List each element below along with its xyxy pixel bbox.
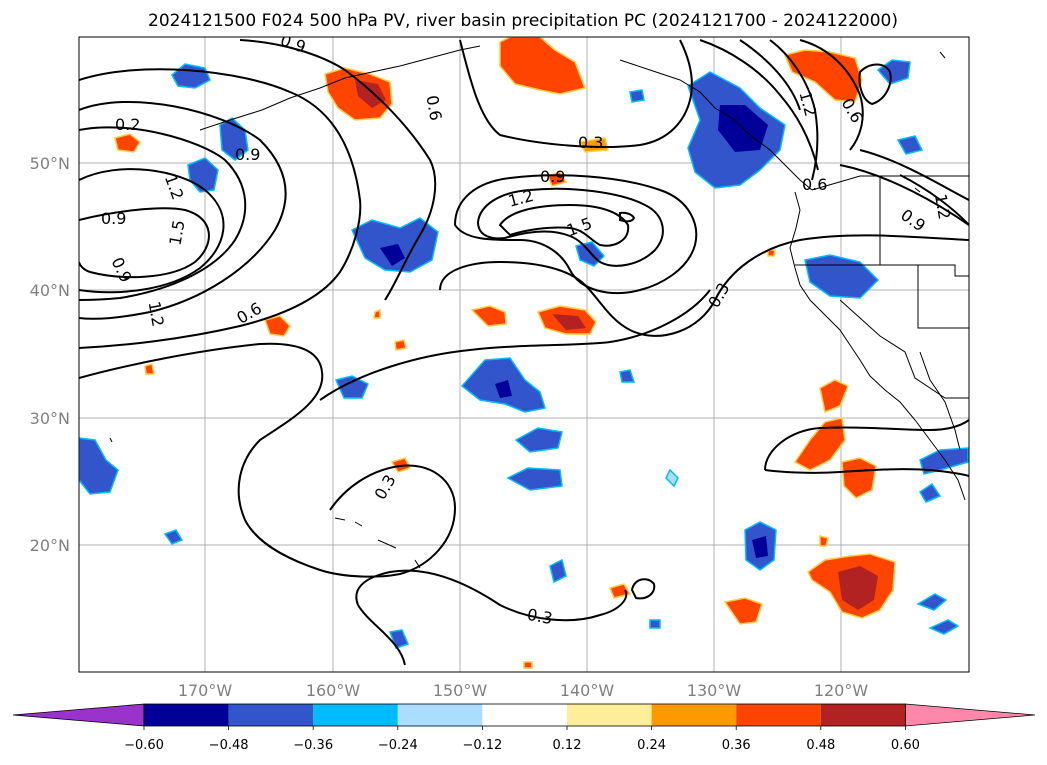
colorbar-extend-low xyxy=(12,703,145,727)
positive-pc-areas xyxy=(114,37,896,669)
colorbar-segment xyxy=(736,704,821,726)
colorbar-segment xyxy=(397,704,483,726)
colorbar-tick-label: −0.12 xyxy=(462,738,502,753)
colorbar-tick-label: 0.24 xyxy=(637,738,666,753)
lon-label: 130°W xyxy=(687,681,742,700)
contour-label: 0.9 xyxy=(235,145,260,164)
colorbar: −0.60 −0.48 −0.36 −0.24 −0.12 0.12 0.24 … xyxy=(12,703,1036,753)
contour-label: 1.2 xyxy=(931,192,954,220)
lat-label: 40°N xyxy=(30,281,70,300)
contour-label: 0.3 xyxy=(578,133,603,152)
lon-label: 120°W xyxy=(814,681,869,700)
lat-label: 30°N xyxy=(30,409,70,428)
colorbar-tick-label: −0.24 xyxy=(378,738,418,753)
colorbar-segment xyxy=(313,704,398,726)
latitude-labels: 50°N 40°N 30°N 20°N xyxy=(30,154,70,555)
contour-label: 0.3 xyxy=(526,605,554,628)
contour-label: 0.6 xyxy=(422,94,445,122)
colorbar-tick-label: −0.36 xyxy=(293,738,333,753)
colorbar-tick-label: −0.60 xyxy=(124,738,164,753)
negative-pc-areas xyxy=(79,59,969,649)
colorbar-tick-label: 0.12 xyxy=(553,738,582,753)
map-area: 0.9 1.2 0.6 0.9 1.2 1.5 0.9 0.9 1.2 0.6 … xyxy=(79,37,969,672)
contour-label: 0.2 xyxy=(115,115,140,134)
colorbar-tick-label: 0.36 xyxy=(722,738,751,753)
colorbar-tick-label: 0.48 xyxy=(806,738,835,753)
colorbar-segment xyxy=(144,704,229,726)
lon-label: 170°W xyxy=(178,681,233,700)
contour-label: 0.9 xyxy=(101,209,126,228)
colorbar-segment xyxy=(482,704,567,726)
coastlines xyxy=(109,45,969,569)
colorbar-tick-label: −0.48 xyxy=(209,738,249,753)
colorbar-extend-high xyxy=(905,703,1036,727)
lat-label: 20°N xyxy=(30,536,70,555)
lon-label: 140°W xyxy=(560,681,615,700)
contour-label: 1.5 xyxy=(165,219,188,247)
contour-label: 0.6 xyxy=(802,175,827,194)
colorbar-segment xyxy=(567,704,652,726)
lat-label: 50°N xyxy=(30,154,70,173)
colorbar-segment xyxy=(820,704,906,726)
contour-label: 1.2 xyxy=(145,300,168,328)
colorbar-segment xyxy=(228,704,314,726)
map-title: 2024121500 F024 500 hPa PV, river basin … xyxy=(148,11,898,31)
pv-contours xyxy=(79,39,969,666)
colorbar-tick-label: 0.60 xyxy=(891,738,920,753)
colorbar-segment xyxy=(651,704,737,726)
longitude-labels: 170°W 160°W 150°W 140°W 130°W 120°W xyxy=(178,681,869,700)
map-frame xyxy=(78,36,970,673)
lon-label: 150°W xyxy=(433,681,488,700)
lon-label: 160°W xyxy=(306,681,361,700)
contour-label: 0.9 xyxy=(540,167,565,186)
